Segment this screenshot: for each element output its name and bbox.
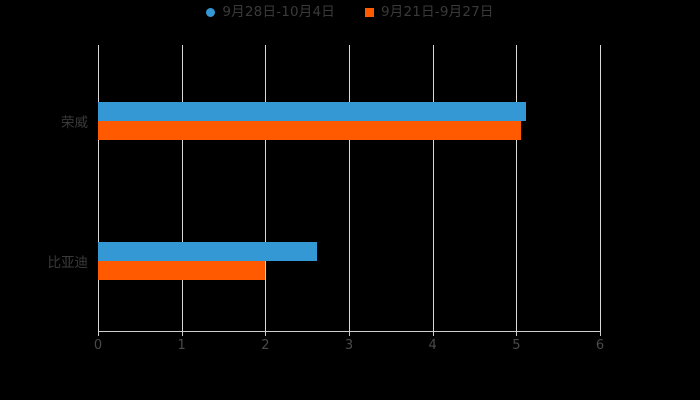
- x-tick-mark-5: [516, 331, 518, 336]
- gridline-6: [600, 45, 601, 331]
- x-tick-label-1: 1: [177, 338, 186, 353]
- x-tick-mark-2: [265, 331, 267, 336]
- y-axis-labels: 荣威 比亚迪: [0, 0, 89, 400]
- legend-label-0: 9月28日-10月4日: [222, 4, 335, 20]
- bar-0-0[interactable]: [98, 102, 527, 121]
- gridline-1: [181, 45, 183, 331]
- bar-0-1[interactable]: [98, 121, 521, 140]
- x-tick-label-6: 6: [595, 338, 605, 353]
- x-tick-mark-1: [181, 331, 183, 336]
- gridline-5: [516, 45, 518, 331]
- legend-item-0[interactable]: 9月28日-10月4日: [206, 4, 335, 20]
- x-tick-label-2: 2: [261, 338, 270, 353]
- gridline-2: [265, 45, 267, 331]
- legend-item-1[interactable]: 9月21日-9月27日: [365, 4, 494, 20]
- x-tick-mark-0: [98, 331, 99, 336]
- chart-legend: 9月28日-10月4日 9月21日-9月27日: [0, 4, 700, 20]
- x-tick-mark-3: [349, 331, 350, 336]
- gridline-4: [432, 45, 434, 331]
- x-tick-label-4: 4: [428, 338, 437, 353]
- gridline-3: [349, 45, 350, 331]
- circle-marker-icon: [206, 8, 216, 18]
- gridline-0: [98, 45, 99, 331]
- bar-1-0[interactable]: [98, 242, 318, 261]
- x-tick-mark-6: [600, 331, 601, 336]
- square-marker-icon: [365, 8, 374, 18]
- y-axis-label-1: 比亚迪: [47, 255, 89, 271]
- x-tick-label-0: 0: [93, 338, 103, 353]
- bar-1-1[interactable]: [98, 261, 266, 280]
- x-tick-label-5: 5: [512, 338, 521, 353]
- x-tick-label-3: 3: [344, 338, 354, 353]
- legend-label-1: 9月21日-9月27日: [381, 4, 494, 20]
- plot-area: [98, 45, 601, 331]
- x-tick-mark-4: [432, 331, 434, 336]
- y-axis-label-0: 荣威: [61, 115, 88, 131]
